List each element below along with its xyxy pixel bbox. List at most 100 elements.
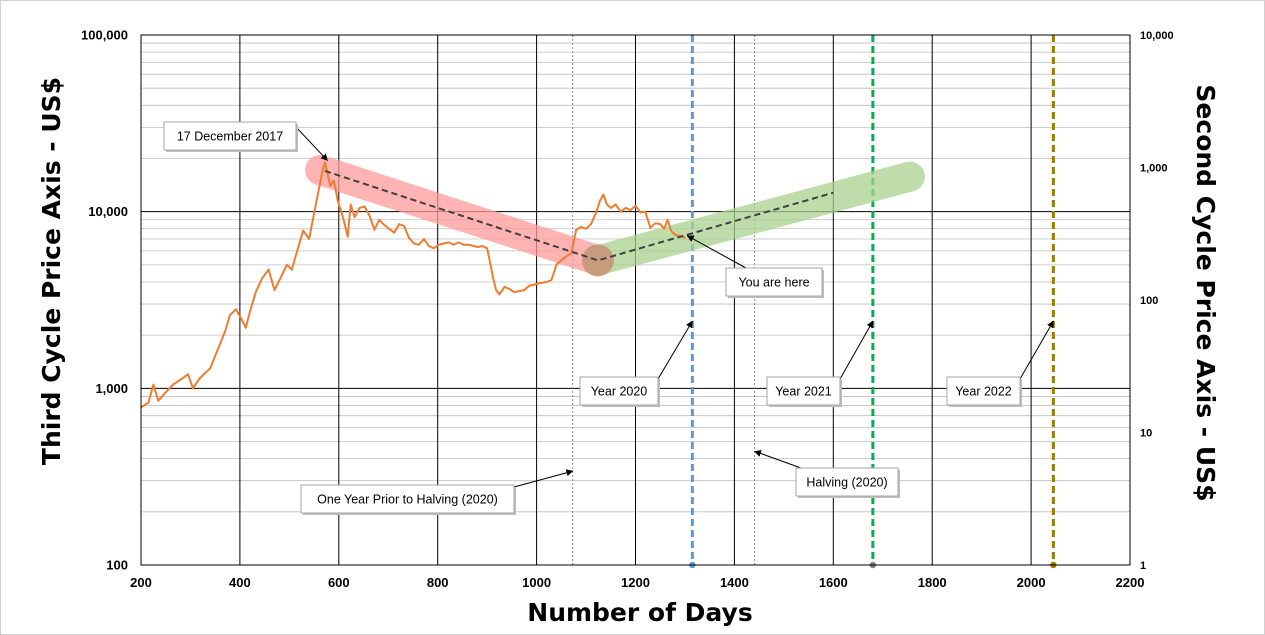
price-data-point [610, 207, 612, 209]
annotation-arrow [295, 126, 328, 161]
price-data-point [684, 237, 686, 239]
price-data-point [481, 245, 484, 247]
price-data-point [358, 207, 361, 209]
price-data-point [261, 277, 264, 280]
price-data-point [599, 200, 601, 202]
price-data-point [428, 245, 430, 247]
y-axis-left-label: Third Cycle Price Axis - US$ [37, 77, 66, 465]
x-tick-label: 2000 [1017, 575, 1046, 590]
price-data-point [308, 238, 310, 240]
price-data-point [580, 226, 582, 228]
price-data-point [341, 212, 343, 214]
price-data-point [644, 210, 647, 213]
annotation-label: Year 2022 [955, 385, 1012, 399]
x-tick-label: 600 [328, 575, 350, 590]
price-data-point [467, 243, 470, 246]
annotation-label: Year 2020 [591, 385, 648, 399]
x-tick-label: 400 [229, 575, 251, 590]
price-data-point [318, 187, 320, 190]
price-data-point [235, 308, 237, 311]
price-data-point [523, 289, 525, 291]
annotation-box [163, 121, 297, 151]
price-data-point [535, 283, 538, 285]
x-axis-label: Number of Days [527, 598, 752, 627]
price-data-point [602, 193, 605, 196]
price-data-point [442, 242, 445, 245]
price-data-point [291, 268, 293, 271]
price-data-point [313, 212, 315, 214]
price-data-point [503, 286, 506, 288]
price-data-point [383, 224, 386, 226]
price-data-point [199, 376, 202, 379]
price-data-point [187, 373, 189, 376]
price-data-point [378, 219, 381, 221]
price-data-point [363, 205, 366, 208]
price-data-point [659, 223, 661, 225]
price-data-point [216, 349, 219, 351]
y-left-tick-label: 100 [106, 558, 128, 573]
y-left-tick-label: 10,000 [88, 204, 128, 219]
price-data-point [209, 367, 211, 370]
price-data-point [279, 277, 282, 280]
price-data-point [349, 203, 352, 206]
price-data-point [388, 228, 391, 230]
price-data-point [560, 259, 563, 262]
price-data-point [595, 212, 597, 214]
price-data-point [447, 241, 450, 244]
price-data-point [393, 231, 396, 234]
price-data-point [368, 214, 371, 217]
price-data-point [518, 290, 521, 292]
price-data-point [654, 222, 657, 224]
price-data-point [540, 282, 543, 284]
y-left-tick-label: 100,000 [81, 28, 128, 43]
price-data-point [472, 245, 475, 247]
price-data-point [489, 264, 492, 266]
price-data-point [614, 203, 617, 206]
price-data-point [624, 207, 627, 209]
price-data-point [337, 200, 339, 202]
y-axis-right-label: Second Cycle Price Axis - US$ [1191, 84, 1220, 501]
price-data-point [575, 229, 577, 231]
price-data-point [432, 247, 435, 250]
annotation-label: Halving (2020) [806, 476, 887, 490]
price-data-point [249, 311, 251, 313]
x-tick-label: 1200 [621, 575, 650, 590]
price-data-point [229, 314, 231, 316]
price-data-point [245, 327, 247, 329]
band-junction-marker [581, 244, 614, 277]
price-data-point [346, 236, 349, 238]
annotation-box [579, 376, 659, 406]
y-left-tick-label: 1,000 [95, 381, 128, 396]
price-data-point [324, 161, 326, 164]
price-data-point [192, 387, 194, 390]
annotation-label: You are here [738, 276, 809, 290]
price-data-point [296, 251, 298, 253]
x-tick-label: 800 [427, 575, 449, 590]
price-data-point [353, 216, 356, 218]
y-right-tick-label: 1,000 [1140, 163, 1168, 175]
price-data-point [240, 317, 242, 319]
price-data-point [147, 401, 150, 404]
price-data-point [329, 185, 332, 187]
annotation-box [725, 267, 823, 297]
y-right-tick-label: 100 [1140, 295, 1158, 307]
price-data-point [152, 383, 155, 386]
price-data-point [322, 167, 324, 170]
annotation-label: 17 December 2017 [177, 130, 283, 144]
trend-dashed-line-overlay [324, 170, 834, 262]
bull-trend-band [582, 161, 925, 276]
price-data-point [606, 203, 608, 206]
x-tick-label: 1800 [918, 575, 947, 590]
y-right-tick-label: 10 [1140, 428, 1152, 440]
price-data-point [498, 293, 501, 296]
annotation-arrow [754, 450, 802, 469]
price-data-point [477, 246, 480, 248]
price-data-point [172, 383, 174, 386]
annotation-label: Year 2021 [775, 385, 832, 399]
price-data-point [492, 277, 494, 280]
annotation-box [300, 484, 515, 514]
price-data-point [164, 391, 167, 394]
y-right-tick-label: 10,000 [1140, 30, 1174, 42]
price-data-point [403, 225, 405, 227]
